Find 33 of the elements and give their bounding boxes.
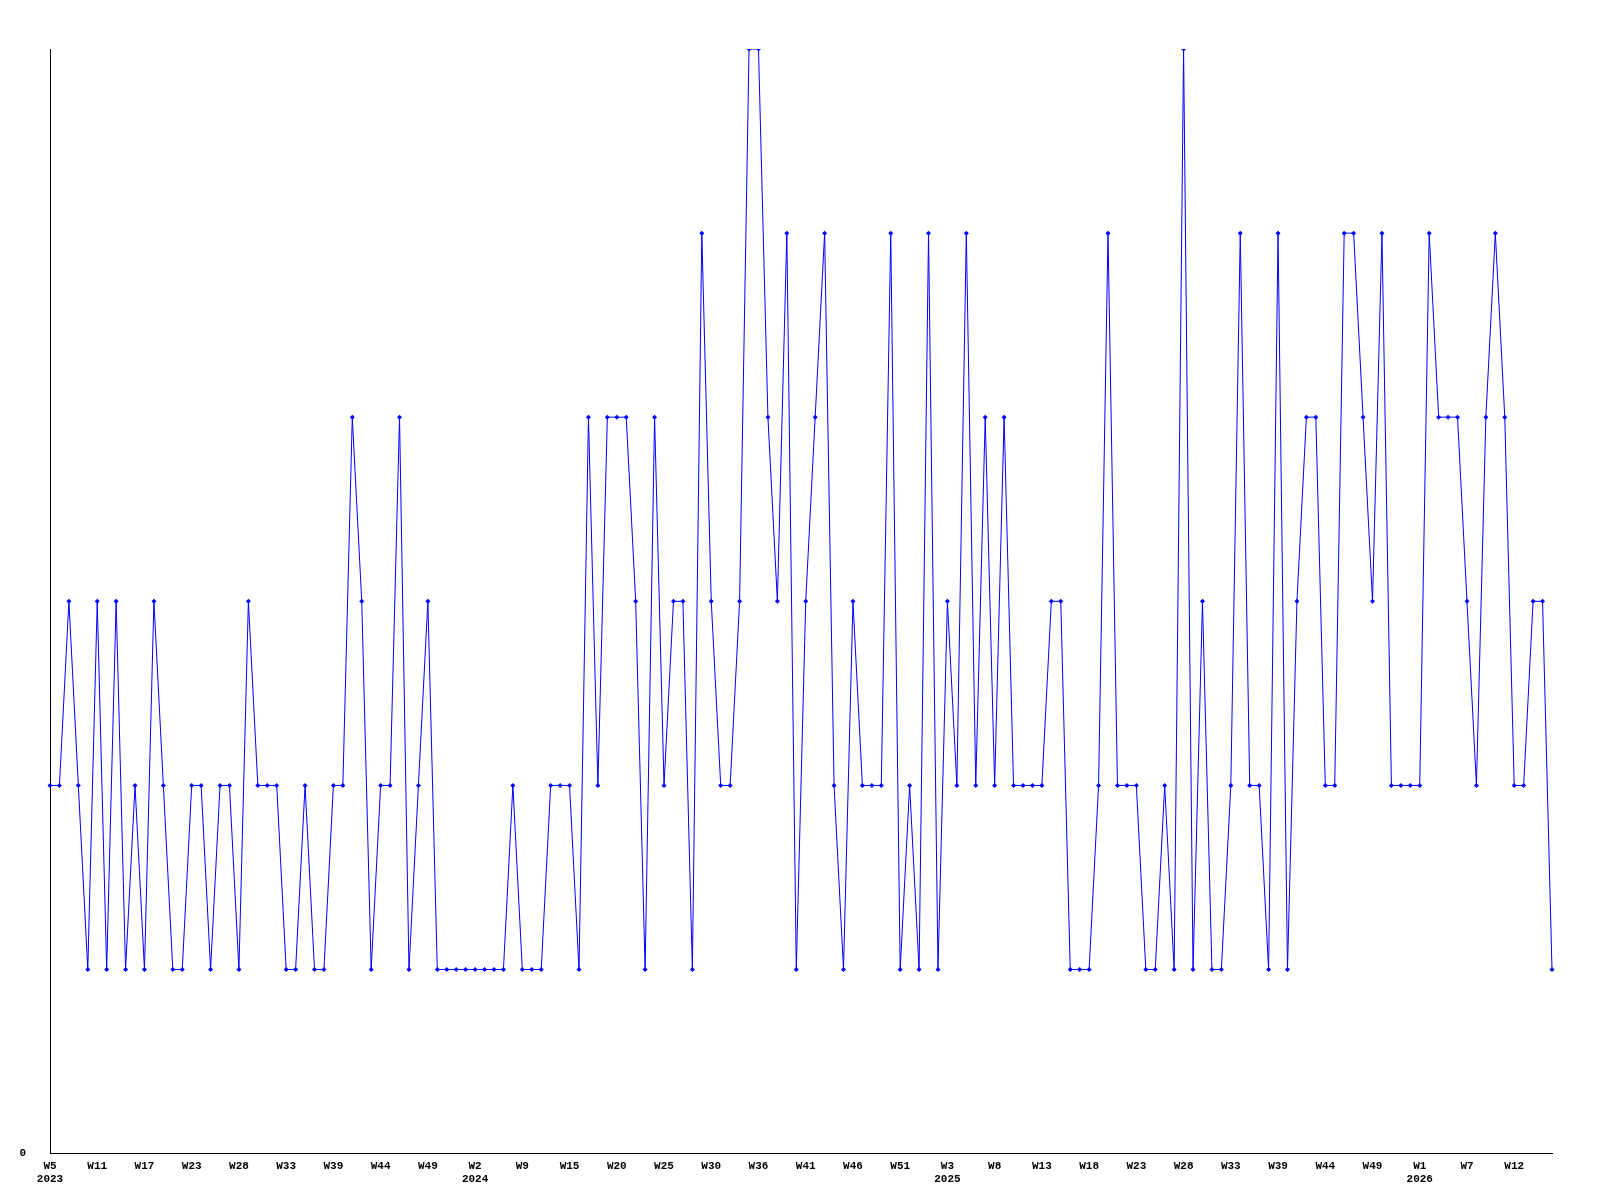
x-tick-label: W49 <box>417 1159 438 1172</box>
x-tick-label: W23 <box>1126 1159 1147 1172</box>
x-tick-label: W49 <box>1362 1159 1383 1172</box>
x-tick-label: W9 <box>515 1159 529 1172</box>
x-tick-label: W33 <box>1220 1159 1242 1172</box>
x-tick-label: W28 <box>229 1159 250 1172</box>
x-tick-label: W12 <box>1504 1159 1525 1172</box>
x-tick-label: W39 <box>323 1159 344 1172</box>
x-tick-label: W7 <box>1460 1159 1474 1172</box>
x-tick-label: W33 <box>276 1159 297 1172</box>
x-tick-label: W2 2024 <box>461 1159 489 1186</box>
x-tick-label: W46 <box>843 1159 863 1172</box>
x-tick-label: W20 <box>606 1159 627 1172</box>
x-tick-label: W51 <box>890 1159 911 1172</box>
x-tick-label: W5 2023 <box>36 1159 64 1186</box>
x-tick-label: W28 <box>1173 1159 1194 1172</box>
x-tick-label: W11 <box>87 1159 108 1172</box>
x-tick-label: W13 <box>1031 1159 1053 1172</box>
x-tick-label: W1 2026 <box>1406 1159 1433 1186</box>
x-tick-label: W18 <box>1079 1159 1100 1172</box>
x-tick-label: W8 <box>988 1159 1002 1172</box>
x-tick-label: W15 <box>559 1159 580 1172</box>
x-tick-label: W36 <box>748 1159 769 1172</box>
x-tick-label: W23 <box>181 1159 202 1172</box>
x-tick-label: W39 <box>1268 1159 1288 1172</box>
x-tick-label: W44 <box>370 1159 391 1172</box>
text: 0 <box>19 1147 26 1160</box>
x-tick-label: W25 <box>654 1159 675 1172</box>
x-tick-label: W30 <box>701 1159 722 1172</box>
x-tick-label: W44 <box>1315 1159 1336 1172</box>
x-tick-label: W41 <box>795 1159 817 1172</box>
x-tick-label: W3 2025 <box>934 1159 962 1186</box>
x-tick-label: W17 <box>134 1159 155 1172</box>
